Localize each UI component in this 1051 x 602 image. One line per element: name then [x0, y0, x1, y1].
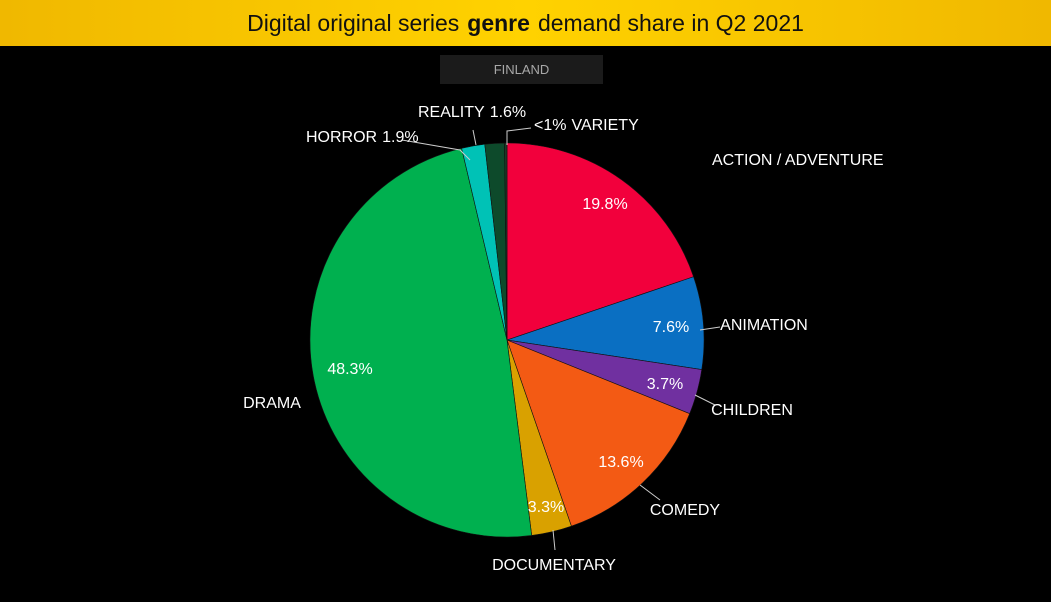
category-label: ACTION / ADVENTURE [712, 152, 884, 169]
pie-slice [506, 142, 694, 341]
category-label: ANIMATION [720, 317, 808, 334]
category-label: COMEDY [650, 502, 721, 519]
value-label: 13.6% [598, 454, 643, 471]
category-name: HORROR [306, 129, 377, 146]
slices [309, 142, 705, 538]
value-label: <1% [534, 117, 566, 134]
subtitle: FINLAND [440, 55, 603, 84]
value-label: 1.6% [490, 104, 526, 121]
category-label: DOCUMENTARY [492, 557, 616, 574]
leader-lines [401, 127, 721, 551]
leader-line [694, 394, 716, 406]
category-label: DRAMA [243, 395, 301, 412]
value-label: 3.7% [647, 376, 683, 393]
value-label: 7.6% [653, 319, 689, 336]
category-label: HORROR 1.9% [306, 129, 419, 146]
value-label: 1.9% [382, 129, 418, 146]
title-bar: Digital original series genre demand sha… [0, 0, 1051, 46]
category-name: REALITY [418, 104, 485, 121]
pie-slice [506, 339, 691, 527]
leader-line [506, 127, 532, 145]
leader-line [639, 484, 661, 501]
title-text: Digital original series [247, 9, 460, 36]
leader-line [699, 326, 721, 331]
category-label: CHILDREN [711, 402, 793, 419]
value-label: 48.3% [327, 361, 372, 378]
value-label: 3.3% [528, 499, 564, 516]
category-label: REALITY 1.6% [418, 104, 526, 121]
pie-slice [309, 147, 533, 538]
leader-line [472, 129, 477, 146]
leader-line [552, 529, 556, 551]
title-text: genre [467, 9, 530, 36]
leader-line [401, 139, 471, 161]
category-label: <1% VARIETY [534, 117, 639, 134]
value-label: 19.8% [582, 196, 627, 213]
category-name: VARIETY [571, 117, 639, 134]
pie-slice [506, 276, 705, 370]
title-text: demand share in Q2 2021 [537, 9, 804, 36]
